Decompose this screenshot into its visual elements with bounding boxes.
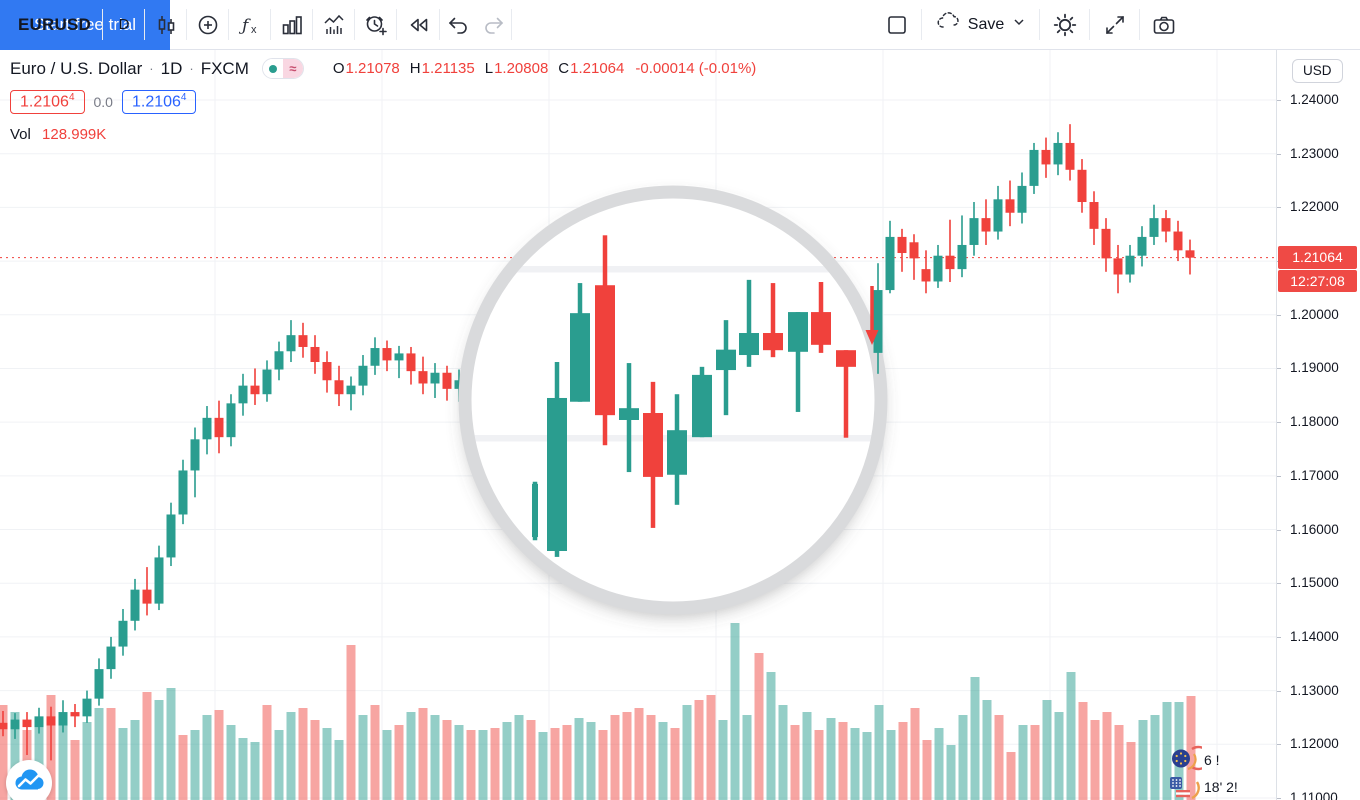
axis-price-label: 1.13000	[1290, 682, 1339, 698]
screenshot-button[interactable]	[1140, 0, 1188, 49]
volume-value: 128.999K	[42, 126, 107, 144]
axis-tick	[1277, 207, 1281, 209]
redo-button[interactable]	[476, 0, 512, 49]
axis-price-label: 1.12000	[1290, 736, 1339, 752]
line-chart-icon	[320, 11, 348, 39]
top-toolbar: EURUSD D ƒ x	[0, 0, 1360, 50]
expand-arrows-icon	[1101, 11, 1129, 39]
market-open-dot-icon	[268, 64, 277, 73]
axis-price-label: 1.22000	[1290, 199, 1339, 215]
layout-button[interactable]	[872, 0, 922, 49]
save-label: Save	[967, 15, 1005, 33]
ohlc-values: O1.21078 H1.21135 L1.20808 C1.21064 -0.0…	[332, 60, 757, 77]
market-status-toggle[interactable]: ≈	[261, 58, 304, 79]
alert-button[interactable]	[355, 0, 397, 49]
axis-tick	[1277, 314, 1281, 316]
axis-tick	[1277, 422, 1281, 424]
bar-replay-button[interactable]	[397, 0, 440, 49]
axis-price-label: 1.18000	[1290, 414, 1339, 430]
axis-price-label: 1.14000	[1290, 628, 1339, 644]
event-label: 6 !	[1204, 751, 1220, 768]
axis-tick	[1277, 744, 1281, 746]
quote-row: 1.21064 0.0 1.21064	[10, 90, 756, 115]
change-value: -0.00014 (-0.01%)	[635, 60, 757, 77]
indicators-button[interactable]: ƒ x	[229, 0, 271, 49]
fundamental-metrics-button[interactable]	[313, 0, 355, 49]
axis-tick	[1277, 368, 1281, 370]
axis-tick	[1277, 797, 1281, 799]
axis-tick	[1277, 529, 1281, 531]
axis-price-label: 1.11000	[1290, 789, 1338, 800]
rewind-icon	[405, 11, 433, 39]
countdown-tag: 12:27:08	[1278, 269, 1357, 292]
tradingview-logo[interactable]	[6, 760, 52, 800]
axis-tick	[1277, 636, 1281, 638]
symbol-title[interactable]: Euro / U.S. Dollar	[10, 58, 143, 78]
svg-text:ƒ: ƒ	[238, 16, 251, 36]
volume-row: Vol 128.999K	[10, 126, 756, 143]
last-price-tag: 1.21064	[1278, 245, 1357, 269]
axis-price-label: 1.24000	[1290, 92, 1339, 107]
axis-price-label: 1.20000	[1290, 306, 1339, 322]
candlestick-icon	[152, 11, 180, 39]
undo-button[interactable]	[440, 0, 476, 49]
plus-circle-icon	[194, 11, 222, 39]
axis-tick	[1277, 100, 1281, 101]
event-label: 18' 2!	[1204, 778, 1238, 795]
sell-price-button[interactable]: 1.21064	[10, 90, 85, 115]
chart-style-button[interactable]	[145, 0, 187, 49]
chevron-down-icon	[1011, 14, 1027, 35]
axis-tick	[1277, 475, 1281, 477]
axis-price-label: 1.16000	[1290, 521, 1339, 537]
redo-icon	[481, 12, 507, 38]
settings-button[interactable]	[1040, 0, 1090, 49]
axis-tick	[1277, 153, 1281, 155]
axis-tick	[1277, 583, 1281, 585]
alarm-clock-plus-icon	[362, 11, 390, 39]
exchange-label[interactable]: FXCM	[200, 58, 249, 78]
compare-button[interactable]	[187, 0, 229, 49]
us-flag-icon	[1162, 772, 1202, 800]
economic-events: 6 ! 18' 2!	[1162, 745, 1274, 800]
axis-tick	[1277, 690, 1281, 692]
start-free-trial-button[interactable]: Start free trial	[0, 0, 170, 50]
chart-canvas[interactable]	[0, 50, 1276, 800]
event-marker[interactable]: 6 !	[1162, 745, 1274, 775]
chart-legend: Euro / U.S. Dollar · 1D · FXCM ≈ O1.2107…	[10, 58, 756, 143]
save-button[interactable]: Save	[922, 0, 1040, 49]
event-marker[interactable]: 18' 2!	[1162, 773, 1274, 800]
spread-value: 0.0	[93, 94, 113, 111]
volume-label[interactable]: Vol	[10, 126, 31, 144]
fx-icon: ƒ x	[236, 11, 264, 39]
currency-toggle[interactable]: USD	[1292, 59, 1343, 83]
status-dot-segment	[262, 59, 283, 78]
buy-price-button[interactable]: 1.21064	[121, 90, 197, 115]
undo-icon	[445, 12, 471, 38]
axis-price-label: 1.15000	[1290, 575, 1339, 591]
approx-icon: ≈	[282, 59, 303, 78]
legend-title-row: Euro / U.S. Dollar · 1D · FXCM ≈ O1.2107…	[10, 58, 757, 79]
gear-icon	[1051, 11, 1079, 39]
camera-icon	[1150, 11, 1178, 39]
layout-square-icon	[883, 11, 911, 39]
axis-price-label: 1.17000	[1290, 467, 1339, 483]
symbol-button[interactable]: EURUSD	[0, 0, 103, 49]
svg-text:x: x	[251, 24, 257, 36]
axis-price-label: 1.19000	[1290, 360, 1339, 376]
interval-label[interactable]: 1D	[160, 58, 183, 78]
cloud-mountain-icon	[10, 762, 48, 800]
cloud-icon	[935, 9, 961, 40]
interval-button[interactable]: D	[103, 0, 145, 49]
bar-columns-icon	[278, 11, 306, 39]
eu-flag-icon	[1162, 745, 1211, 775]
indicator-templates-button[interactable]	[271, 0, 313, 49]
fullscreen-button[interactable]	[1090, 0, 1140, 49]
axis-price-label: 1.23000	[1290, 145, 1339, 161]
price-axis[interactable]: USD 1.240001.230001.220001.210001.200001…	[1276, 50, 1360, 800]
